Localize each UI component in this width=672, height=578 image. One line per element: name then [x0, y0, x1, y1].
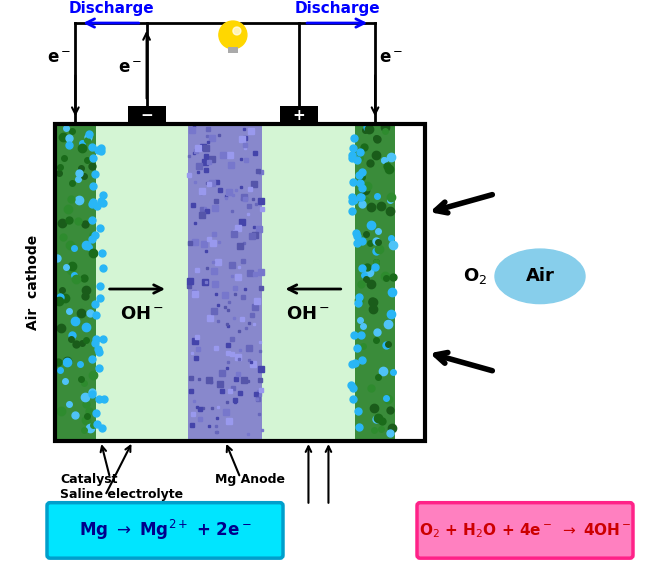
- Text: +: +: [293, 108, 306, 123]
- Text: e$^-$: e$^-$: [47, 49, 71, 66]
- Bar: [95, 124, 188, 441]
- Text: e$^-$: e$^-$: [379, 49, 403, 66]
- Text: Saline electrolyte: Saline electrolyte: [60, 488, 183, 501]
- Text: Air  cathode: Air cathode: [26, 235, 40, 330]
- Bar: [55, 124, 95, 441]
- Text: −: −: [140, 108, 153, 123]
- Bar: [228, 47, 238, 53]
- Bar: [355, 124, 395, 441]
- Text: OH$^-$: OH$^-$: [120, 305, 164, 323]
- Bar: [188, 124, 262, 441]
- Text: Mg $\rightarrow$ Mg$^{2+}$ + 2e$^-$: Mg $\rightarrow$ Mg$^{2+}$ + 2e$^-$: [79, 518, 251, 543]
- Circle shape: [219, 21, 247, 49]
- Text: Mg Anode: Mg Anode: [216, 473, 286, 486]
- FancyBboxPatch shape: [417, 503, 633, 558]
- Text: Discharge: Discharge: [294, 1, 380, 16]
- Text: O$_2$: O$_2$: [463, 266, 487, 286]
- Ellipse shape: [495, 249, 585, 303]
- Text: OH$^-$: OH$^-$: [286, 305, 331, 323]
- Circle shape: [233, 27, 241, 35]
- Text: Catalyst: Catalyst: [60, 473, 118, 486]
- Text: O$_2$ + H$_2$O + 4e$^-$ $\rightarrow$ 4OH$^-$: O$_2$ + H$_2$O + 4e$^-$ $\rightarrow$ 4O…: [419, 521, 631, 540]
- Text: Discharge: Discharge: [68, 1, 154, 16]
- Bar: [128, 106, 165, 124]
- Bar: [55, 124, 425, 441]
- Text: e$^-$: e$^-$: [118, 58, 142, 77]
- Text: Air: Air: [526, 268, 554, 286]
- FancyBboxPatch shape: [47, 503, 283, 558]
- Bar: [262, 124, 355, 441]
- Bar: [280, 106, 319, 124]
